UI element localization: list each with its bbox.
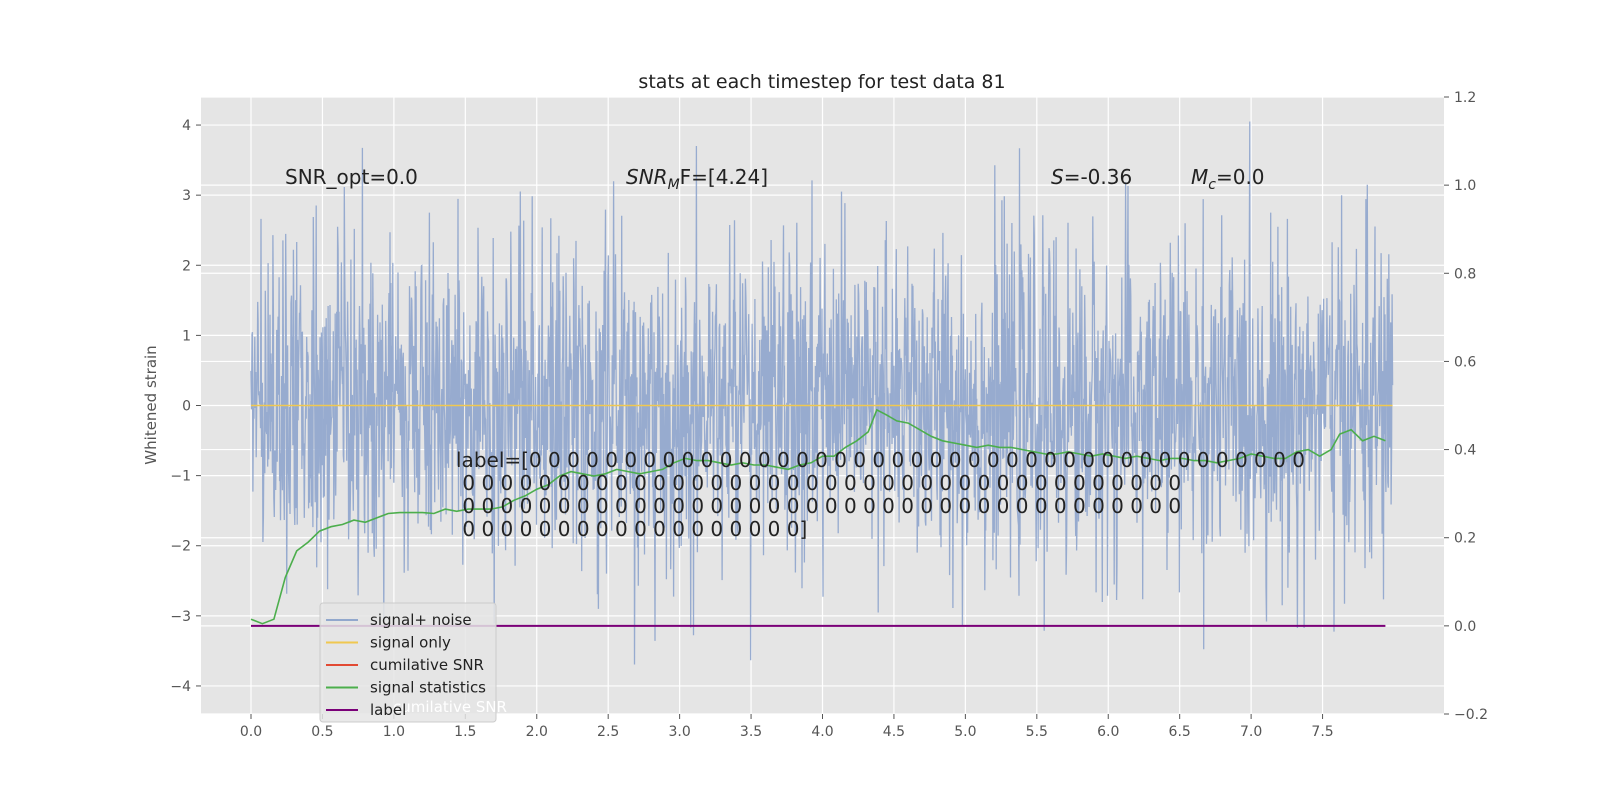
- mc-value: =0.0: [1216, 165, 1265, 189]
- x-tick-label: 1.5: [454, 724, 476, 740]
- x-tick-label: 1.0: [383, 724, 405, 740]
- snr-mf-rest: F=[4.24]: [680, 165, 768, 189]
- y-tick-label: −1: [170, 469, 191, 485]
- x-axis-ticks: 0.0 0.5 1.0 1.5 2.0 2.5 3.0 3.5 4.0 4.5 5.0 5.5 6.0 6…: [240, 714, 1334, 740]
- x-tick-label: 6.0: [1097, 724, 1119, 740]
- x-tick-label: 0.0: [240, 724, 262, 740]
- s-annotation: S=-0.36: [1051, 165, 1132, 189]
- y2-tick-label: 1.2: [1454, 90, 1476, 106]
- x-tick-label: 0.5: [311, 724, 333, 740]
- y-tick-label: 4: [182, 118, 191, 134]
- snr-mf-annotation: SNRMF=[4.24]: [626, 165, 768, 193]
- mc-annotation: Mc=0.0: [1191, 165, 1265, 193]
- y2-tick-label: 0.6: [1454, 354, 1476, 370]
- y2-tick-label: 0.4: [1454, 443, 1476, 459]
- y2-tick-label: 0.8: [1454, 266, 1476, 282]
- legend: cumilative SNR signal+ noise signal only c…: [319, 602, 507, 723]
- snr-opt-annotation: SNR_opt=0.0: [285, 165, 418, 189]
- x-tick-label: 7.0: [1240, 724, 1262, 740]
- signal-statistics-line: [250, 408, 1386, 625]
- legend-label: cumilative SNR: [370, 656, 484, 674]
- x-tick-label: 6.5: [1169, 724, 1191, 740]
- x-tick-label: 4.5: [883, 724, 905, 740]
- legend-hidden-text: cumilative SNR: [393, 698, 507, 716]
- right-y-axis-ticks: 1.2 1.0 0.8 0.6 0.4 0.2 0.0 −0.2: [1444, 90, 1488, 723]
- s-label: S: [1051, 165, 1064, 189]
- signal-plus-noise-series: [250, 121, 1394, 665]
- legend-items: signal+ noise signal only cumilative SNR si…: [326, 611, 486, 719]
- y2-tick-label: 1.0: [1454, 178, 1476, 194]
- y-tick-label: −3: [170, 609, 191, 625]
- y2-tick-label: 0.0: [1454, 619, 1476, 635]
- x-tick-label: 7.5: [1311, 724, 1333, 740]
- y-tick-label: −2: [170, 539, 191, 555]
- x-tick-label: 5.5: [1026, 724, 1048, 740]
- y2-tick-label: 0.2: [1454, 531, 1476, 547]
- legend-box: [319, 602, 497, 723]
- label-line-1: label=[0 0 0 0 0 0 0 0 0 0 0 0 0 0 0 0 0…: [456, 448, 1305, 472]
- y-tick-label: 1: [182, 328, 191, 344]
- x-tick-label: 2.5: [597, 724, 619, 740]
- x-tick-label: 3.0: [668, 724, 690, 740]
- label-line-3: 0 0 0 0 0 0 0 0 0 0 0 0 0 0 0 0 0 0 0 0 …: [456, 494, 1181, 518]
- signal-plus-noise-line: [250, 121, 1394, 665]
- x-tick-label: 4.0: [811, 724, 833, 740]
- mc-sub: c: [1208, 177, 1216, 193]
- mc-base: M: [1191, 165, 1208, 189]
- x-tick-label: 2.0: [526, 724, 548, 740]
- x-tick-label: 5.0: [954, 724, 976, 740]
- snr-mf-sub: M: [668, 177, 680, 193]
- y2-tick-label: −0.2: [1454, 707, 1488, 723]
- chart-title: stats at each timestep for test data 81: [638, 71, 1005, 93]
- snr-mf-base: SNR: [626, 165, 668, 189]
- label-line-2: 0 0 0 0 0 0 0 0 0 0 0 0 0 0 0 0 0 0 0 0 …: [456, 471, 1181, 495]
- legend-label: signal only: [370, 634, 451, 652]
- label-annotation: label=[0 0 0 0 0 0 0 0 0 0 0 0 0 0 0 0 0…: [456, 448, 1305, 541]
- y-axis-ticks: 4 3 2 1 0 −1 −2 −3 −4: [170, 118, 201, 695]
- s-value: =-0.36: [1064, 165, 1133, 189]
- y-axis-label: Whitened strain: [142, 345, 160, 464]
- y-tick-label: −4: [170, 679, 191, 695]
- label-line-4: 0 0 0 0 0 0 0 0 0 0 0 0 0 0 0 0 0 0]: [456, 517, 807, 541]
- y-tick-label: 3: [182, 188, 191, 204]
- x-tick-label: 3.5: [740, 724, 762, 740]
- legend-label: signal+ noise: [370, 611, 472, 629]
- legend-label: label: [370, 701, 406, 719]
- y-tick-label: 2: [182, 258, 191, 274]
- legend-label: signal statistics: [370, 679, 486, 697]
- y-tick-label: 0: [182, 399, 191, 415]
